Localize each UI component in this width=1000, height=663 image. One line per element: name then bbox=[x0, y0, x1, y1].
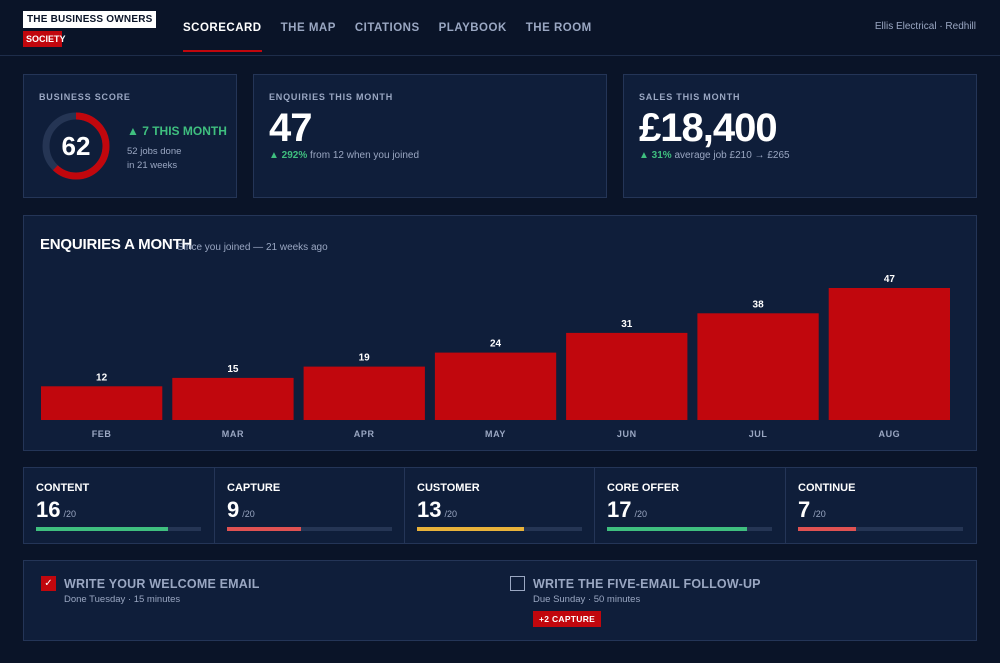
task-checkbox-unchecked[interactable] bbox=[510, 576, 525, 591]
enquiries-sub: ▲ 292% from 12 when you joined bbox=[269, 150, 419, 161]
score-ring-progress bbox=[42, 112, 110, 180]
bar-value-label: 15 bbox=[227, 364, 239, 375]
bar-value-label: 12 bbox=[96, 372, 108, 383]
task-checkbox-checked[interactable]: ✓ bbox=[41, 576, 56, 591]
chart-subtitle: Since you joined — 21 weeks ago bbox=[177, 242, 328, 253]
bar-value-label: 47 bbox=[884, 274, 896, 285]
pillar-progress-track bbox=[417, 527, 582, 531]
weeks-count: in 21 weeks bbox=[127, 160, 178, 171]
sales-note: average job £210 → £265 bbox=[674, 150, 790, 161]
pillar-progress-track bbox=[798, 527, 963, 531]
enquiries-bar-chart: 12 FEB 15 MAR 19 APR 24 MAY 31 JUN 38 JUL 47 AUG bbox=[41, 274, 950, 439]
bar-aug bbox=[828, 288, 950, 420]
nav-tab-playbook[interactable]: PLAYBOOK bbox=[438, 22, 507, 34]
bar-jul bbox=[697, 313, 819, 420]
business-score-value: 62 bbox=[61, 131, 91, 161]
pillar-progress-fill bbox=[798, 527, 856, 531]
brand-logo-line1: THE BUSINESS OWNERS bbox=[23, 11, 157, 28]
brand-logo[interactable]: THE BUSINESS OWNERS SOCIETY bbox=[23, 9, 157, 47]
pillar-content[interactable]: CONTENT 16/20 bbox=[24, 468, 215, 544]
pillar-name: CUSTOMER bbox=[417, 482, 480, 494]
pillar-score: 7/20 bbox=[798, 497, 826, 522]
bar-value-label: 31 bbox=[621, 319, 633, 330]
pillar-score: 17/20 bbox=[607, 497, 647, 522]
x-tick-label: APR bbox=[354, 429, 375, 439]
x-tick-label: MAY bbox=[485, 429, 506, 439]
sales-change: ▲ 31% bbox=[639, 150, 672, 161]
score-ring bbox=[42, 112, 110, 180]
pillars-card: CONTENT 16/20 CAPTURE 9/20 CUSTOMER 13/2… bbox=[23, 467, 977, 544]
nav-tab-scorecard[interactable]: SCORECARD bbox=[183, 0, 262, 56]
chart-title: ENQUIRIES A MONTH bbox=[40, 236, 193, 253]
nav-tab-the-room[interactable]: THE ROOM bbox=[525, 22, 592, 34]
bar-value-label: 24 bbox=[490, 339, 502, 350]
task-meta: Due Sunday · 50 minutes bbox=[533, 594, 641, 605]
bar-value-label: 19 bbox=[359, 353, 371, 364]
enquiries-note: from 12 when you joined bbox=[310, 150, 420, 161]
sales-sub: ▲ 31% average job £210 → £265 bbox=[639, 150, 790, 161]
score-change: ▲ 7 THIS MONTH bbox=[127, 124, 227, 138]
pillar-progress-track bbox=[36, 527, 201, 531]
bar-value-label: 38 bbox=[753, 299, 765, 310]
pillar-name: CONTINUE bbox=[798, 482, 856, 494]
task-title[interactable]: WRITE YOUR WELCOME EMAIL bbox=[64, 577, 260, 591]
enquiries-card: ENQUIRIES THIS MONTH 47 ▲ 292% from 12 w… bbox=[253, 74, 607, 198]
bar-may bbox=[434, 352, 557, 420]
pillar-core-offer[interactable]: CORE OFFER 17/20 bbox=[595, 468, 786, 544]
sales-label: SALES THIS MONTH bbox=[639, 92, 741, 102]
business-score-card: BUSINESS SCORE 62 ▲ 7 THIS MONTH 52 jobs… bbox=[23, 74, 237, 198]
x-tick-label: AUG bbox=[878, 429, 900, 439]
bar-mar bbox=[172, 377, 294, 420]
enquiries-label: ENQUIRIES THIS MONTH bbox=[269, 92, 394, 102]
main-nav: SCORECARD THE MAP CITATIONS PLAYBOOK THE… bbox=[183, 0, 611, 56]
pillar-continue[interactable]: CONTINUE 7/20 bbox=[786, 468, 976, 544]
task-meta: Done Tuesday · 15 minutes bbox=[64, 594, 181, 605]
bar-apr bbox=[303, 366, 425, 420]
pillar-progress-track bbox=[227, 527, 392, 531]
task-title[interactable]: WRITE THE FIVE-EMAIL FOLLOW-UP bbox=[533, 577, 761, 591]
business-score-label: BUSINESS SCORE bbox=[39, 92, 131, 102]
pillar-progress-fill bbox=[607, 527, 748, 531]
sales-card: SALES THIS MONTH £18,400 ▲ 31% average j… bbox=[623, 74, 977, 198]
bar-feb bbox=[41, 386, 163, 420]
enquiries-chart-card: 12 FEB 15 MAR 19 APR 24 MAY 31 JUN 38 JUL 47 AUG ENQU… bbox=[23, 215, 977, 451]
pillar-score: 9/20 bbox=[227, 497, 255, 522]
pillar-progress-fill bbox=[417, 527, 525, 531]
top-header: THE BUSINESS OWNERS SOCIETY SCORECARD TH… bbox=[0, 0, 1000, 56]
business-name: Ellis Electrical · Redhill bbox=[874, 21, 976, 32]
pillar-name: CORE OFFER bbox=[607, 482, 680, 494]
nav-tab-the-map[interactable]: THE MAP bbox=[280, 22, 336, 34]
pillar-customer[interactable]: CUSTOMER 13/20 bbox=[405, 468, 595, 544]
jobs-done: 52 jobs done bbox=[127, 146, 182, 157]
pillar-progress-fill bbox=[36, 527, 168, 531]
x-tick-label: MAR bbox=[222, 429, 244, 439]
task-points-badge: +2 CAPTURE bbox=[533, 611, 602, 627]
tasks-card: ✓ WRITE YOUR WELCOME EMAIL Done Tuesday … bbox=[23, 560, 977, 641]
brand-logo-line2: SOCIETY bbox=[23, 31, 66, 47]
pillar-name: CAPTURE bbox=[227, 482, 281, 494]
pillar-progress-fill bbox=[227, 527, 302, 531]
pillar-name: CONTENT bbox=[36, 482, 90, 494]
bar-jun bbox=[566, 332, 688, 420]
pillar-progress-track bbox=[607, 527, 772, 531]
enquiries-value: 47 bbox=[269, 106, 312, 150]
nav-tab-citations[interactable]: CITATIONS bbox=[354, 22, 420, 34]
sales-value: £18,400 bbox=[639, 106, 778, 150]
pillar-score: 16/20 bbox=[36, 497, 76, 522]
x-tick-label: JUL bbox=[749, 429, 768, 439]
pillar-capture[interactable]: CAPTURE 9/20 bbox=[215, 468, 405, 544]
x-tick-label: FEB bbox=[92, 429, 112, 439]
pillar-score: 13/20 bbox=[417, 497, 457, 522]
x-tick-label: JUN bbox=[617, 429, 637, 439]
enquiries-change: ▲ 292% bbox=[269, 150, 308, 161]
